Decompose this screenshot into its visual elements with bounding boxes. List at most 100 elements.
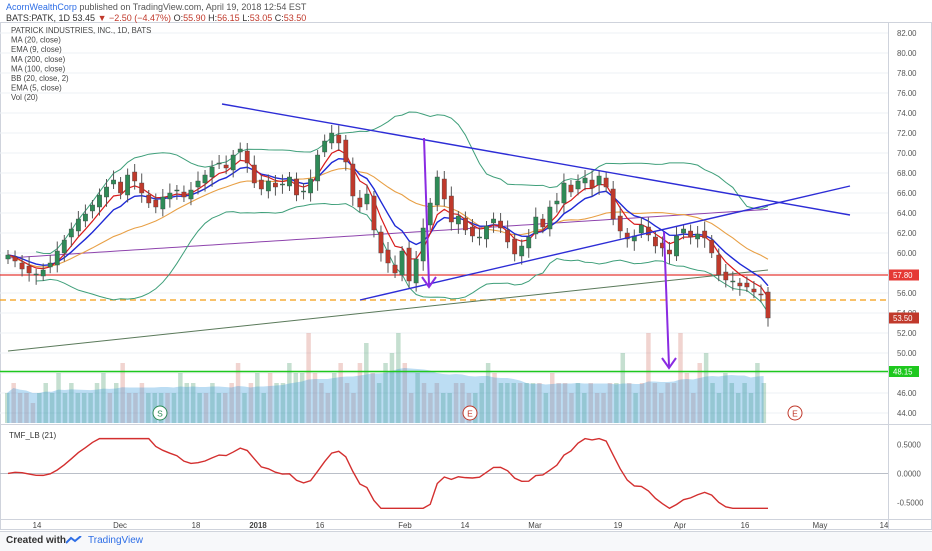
volume-bar — [729, 383, 735, 423]
candle-body — [258, 179, 264, 190]
price-tick-label: 70.00 — [897, 149, 917, 158]
candle-body — [406, 247, 412, 282]
price-tick-label: 72.00 — [897, 129, 917, 138]
candle-body — [420, 227, 426, 262]
volume-bar — [248, 383, 254, 423]
arrowhead-left — [421, 276, 437, 289]
open-label: O: — [173, 13, 184, 23]
price-tick-label: 64.00 — [897, 209, 917, 218]
down-arrow-icon: ▼ — [97, 13, 107, 23]
symbol-quote: BATS:PATK, 1D 53.45 ▼ −2.50 (−4.47%) O:5… — [6, 13, 306, 23]
candle-body — [737, 282, 743, 287]
volume-bar — [81, 393, 87, 423]
candle-body — [674, 235, 679, 257]
candlesticks[interactable] — [5, 125, 771, 327]
price-label-box — [889, 312, 919, 324]
volume-bar — [678, 333, 683, 423]
volume-bar — [197, 393, 202, 423]
volume-bar — [344, 383, 350, 423]
volume-bar — [107, 393, 113, 423]
volume-bar — [43, 383, 48, 423]
low-value: 53.05 — [249, 13, 273, 23]
candle-body — [61, 239, 67, 254]
candle-body — [40, 269, 46, 277]
candle-body — [83, 213, 88, 222]
volume-bar — [415, 373, 420, 423]
volume-bar — [351, 393, 356, 423]
price-tick-label: 80.00 — [897, 49, 917, 58]
tradingview-link[interactable]: TradingView — [88, 535, 144, 546]
candle-body — [610, 188, 616, 220]
price-label-box — [889, 269, 919, 281]
volume-bar — [370, 373, 375, 423]
candle-body — [455, 215, 461, 225]
volume-bar — [325, 393, 331, 423]
legend-line: BB (20, close, 2) — [11, 74, 69, 83]
candle-body — [125, 174, 131, 196]
candle-body — [54, 250, 60, 266]
volume-bar — [498, 383, 504, 423]
candle-body — [68, 228, 74, 238]
candle-body — [153, 199, 159, 208]
high-value: 56.15 — [217, 13, 240, 23]
event-marker[interactable]: S — [152, 405, 168, 421]
event-marker[interactable]: E — [462, 405, 478, 421]
candle-body — [160, 196, 166, 210]
volume-bar — [562, 383, 568, 423]
candle-body — [617, 215, 623, 232]
price-tick-label: 44.00 — [897, 409, 917, 418]
candle-body — [181, 191, 187, 198]
volume-bar — [511, 383, 517, 423]
volume-bar — [582, 393, 587, 423]
candle-body — [357, 197, 363, 208]
volume-bar — [556, 383, 561, 423]
volume-bar — [703, 353, 709, 423]
price-tick-label: 46.00 — [897, 389, 917, 398]
candle-body — [716, 254, 722, 276]
volume-bar — [697, 363, 702, 423]
event-label: E — [467, 409, 473, 419]
price-label-text: 57.80 — [893, 271, 913, 280]
price-tick-label: 56.00 — [897, 289, 917, 298]
volume-bar — [659, 393, 664, 423]
volume-bar — [447, 393, 452, 423]
volume-bar — [332, 373, 337, 423]
candle-body — [526, 236, 532, 249]
volume-bar — [229, 383, 234, 423]
volume-bar — [306, 333, 311, 423]
volume-bar — [133, 393, 138, 423]
candle-body — [251, 164, 257, 184]
volume-bar — [543, 393, 549, 423]
volume-bar — [5, 393, 10, 423]
volume-bar — [312, 373, 318, 423]
volume-bar — [434, 383, 440, 423]
event-marker[interactable]: E — [787, 405, 803, 421]
candle-body — [336, 134, 342, 144]
pattern-arrow-left — [423, 137, 430, 286]
candle-body — [90, 204, 95, 212]
volume-bar — [235, 363, 241, 423]
volume-bar — [255, 373, 260, 423]
price-tick-label: 66.00 — [897, 189, 917, 198]
volume-bar — [684, 373, 690, 423]
volume-bar — [139, 383, 145, 423]
descending-trendline — [221, 103, 851, 216]
time-tick-label: Apr — [674, 521, 687, 530]
legend-line: MA (100, close) — [11, 64, 66, 73]
time-tick-label: Mar — [528, 521, 542, 530]
volume-bar — [626, 383, 632, 423]
volume-bar — [505, 383, 510, 423]
volume-bar — [165, 393, 170, 423]
target-arrow-right — [663, 231, 670, 367]
time-tick-label: 14 — [33, 521, 42, 530]
volume-bar — [742, 383, 747, 423]
volume-bar — [299, 373, 305, 423]
volume-bar — [261, 393, 266, 423]
candle-body — [688, 230, 693, 238]
candle-body — [118, 181, 123, 194]
candle-body — [75, 218, 81, 232]
volume-bar — [171, 393, 177, 423]
author-link[interactable]: AcornWealthCorp — [6, 2, 77, 12]
